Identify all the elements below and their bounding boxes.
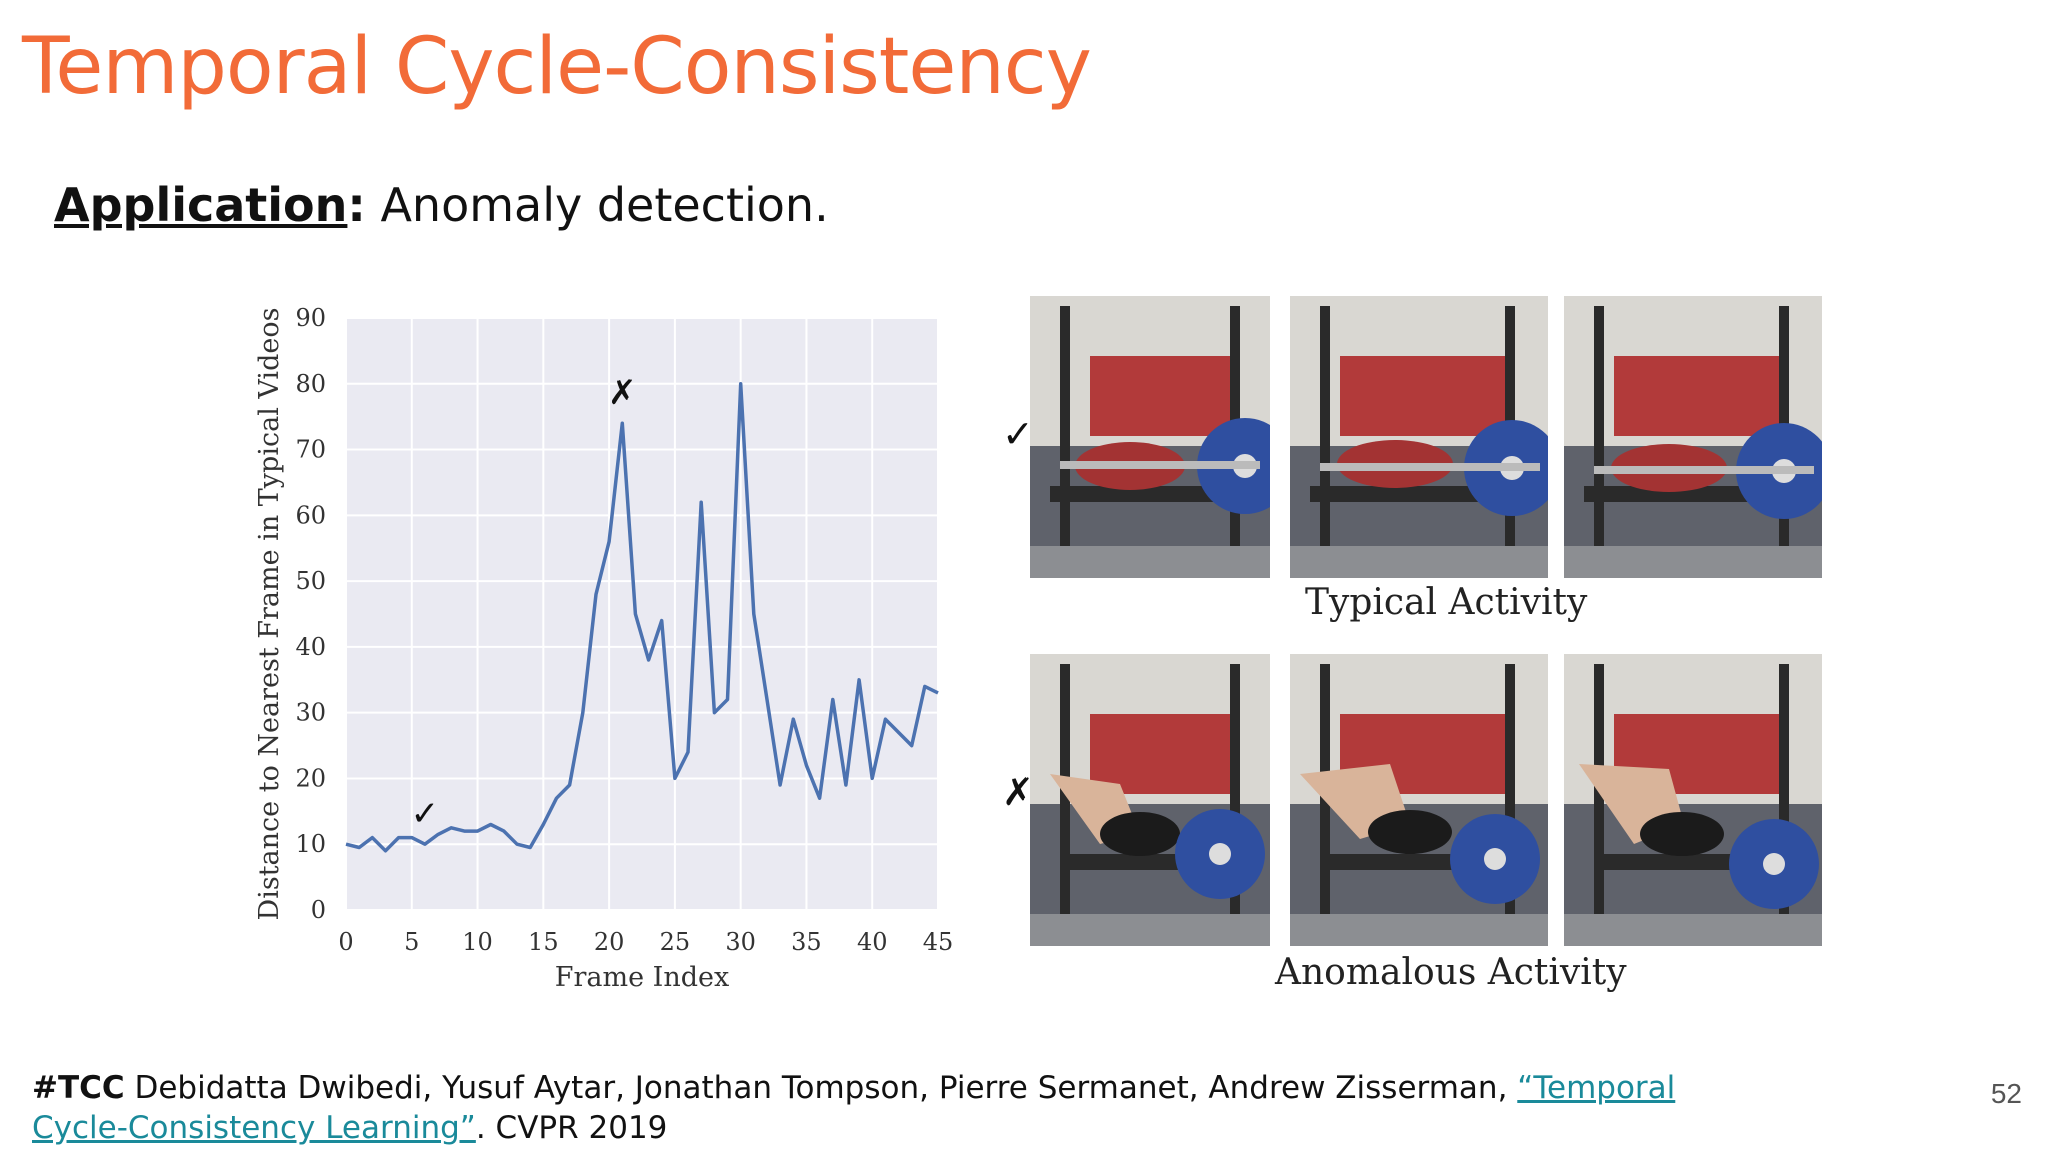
x-tick-label: 40 [857, 928, 888, 956]
y-tick-label: 10 [295, 830, 326, 858]
x-tick-label: 5 [404, 928, 419, 956]
anomaly-distance-chart: 0 5 10 15 20 25 30 35 40 45 0 10 20 30 40 50 60 70 80 90 Fra… [254, 304, 954, 993]
y-tick-label: 80 [295, 370, 326, 398]
subtitle-text: Anomaly detection. [365, 178, 829, 232]
x-axis-label: Frame Index [555, 962, 729, 993]
citation-venue: . CVPR 2019 [475, 1110, 668, 1146]
y-tick-label: 20 [295, 764, 326, 792]
y-tick-label: 70 [295, 436, 326, 464]
y-tick-label: 90 [295, 304, 326, 332]
annotation-mark: ✗ [608, 373, 637, 413]
typical-activity-caption: Typical Activity [1305, 582, 1588, 623]
x-tick-label: 10 [462, 928, 493, 956]
series-line [345, 382, 939, 853]
anomalous-frame-2 [1290, 654, 1548, 946]
x-tick-label: 35 [791, 928, 822, 956]
subtitle: Application: Anomaly detection. [54, 178, 829, 232]
citation-footer: #TCC Debidatta Dwibedi, Yusuf Aytar, Jon… [32, 1068, 1752, 1148]
annotation-mark: ✓ [411, 794, 440, 834]
x-tick-label: 25 [660, 928, 691, 956]
typical-check-mark: ✓ [1002, 412, 1034, 456]
typical-frame-3 [1564, 296, 1822, 578]
subtitle-colon: : [347, 178, 366, 232]
y-tick-label: 50 [295, 567, 326, 595]
citation-tag: #TCC [32, 1070, 125, 1106]
y-tick-label: 0 [311, 896, 326, 924]
typical-frame-2 [1290, 296, 1548, 578]
citation-authors: Debidatta Dwibedi, Yusuf Aytar, Jonathan… [124, 1070, 1518, 1106]
page-number: 52 [1990, 1078, 2022, 1109]
slide-title: Temporal Cycle-Consistency [22, 22, 1092, 112]
anomalous-activity-caption: Anomalous Activity [1275, 952, 1627, 993]
paper-link[interactable]: “Temporal Cycle-Consistency Learning” [32, 1070, 1676, 1146]
anomalous-cross-mark: ✗ [1002, 770, 1034, 814]
x-tick-label: 30 [725, 928, 756, 956]
subtitle-label: Application [54, 178, 348, 232]
y-tick-label: 60 [295, 501, 326, 529]
x-tick-label: 15 [528, 928, 559, 956]
plot-background [346, 318, 938, 910]
x-tick-label: 20 [594, 928, 625, 956]
anomalous-frame-1 [1030, 654, 1270, 946]
typical-frame-1 [1030, 296, 1270, 578]
y-axis-label: Distance to Nearest Frame in Typical Vid… [254, 308, 285, 921]
anomalous-frame-3 [1564, 654, 1822, 946]
x-tick-label: 45 [923, 928, 954, 956]
y-tick-label: 40 [295, 633, 326, 661]
y-tick-label: 30 [295, 699, 326, 727]
x-tick-label: 0 [338, 928, 353, 956]
